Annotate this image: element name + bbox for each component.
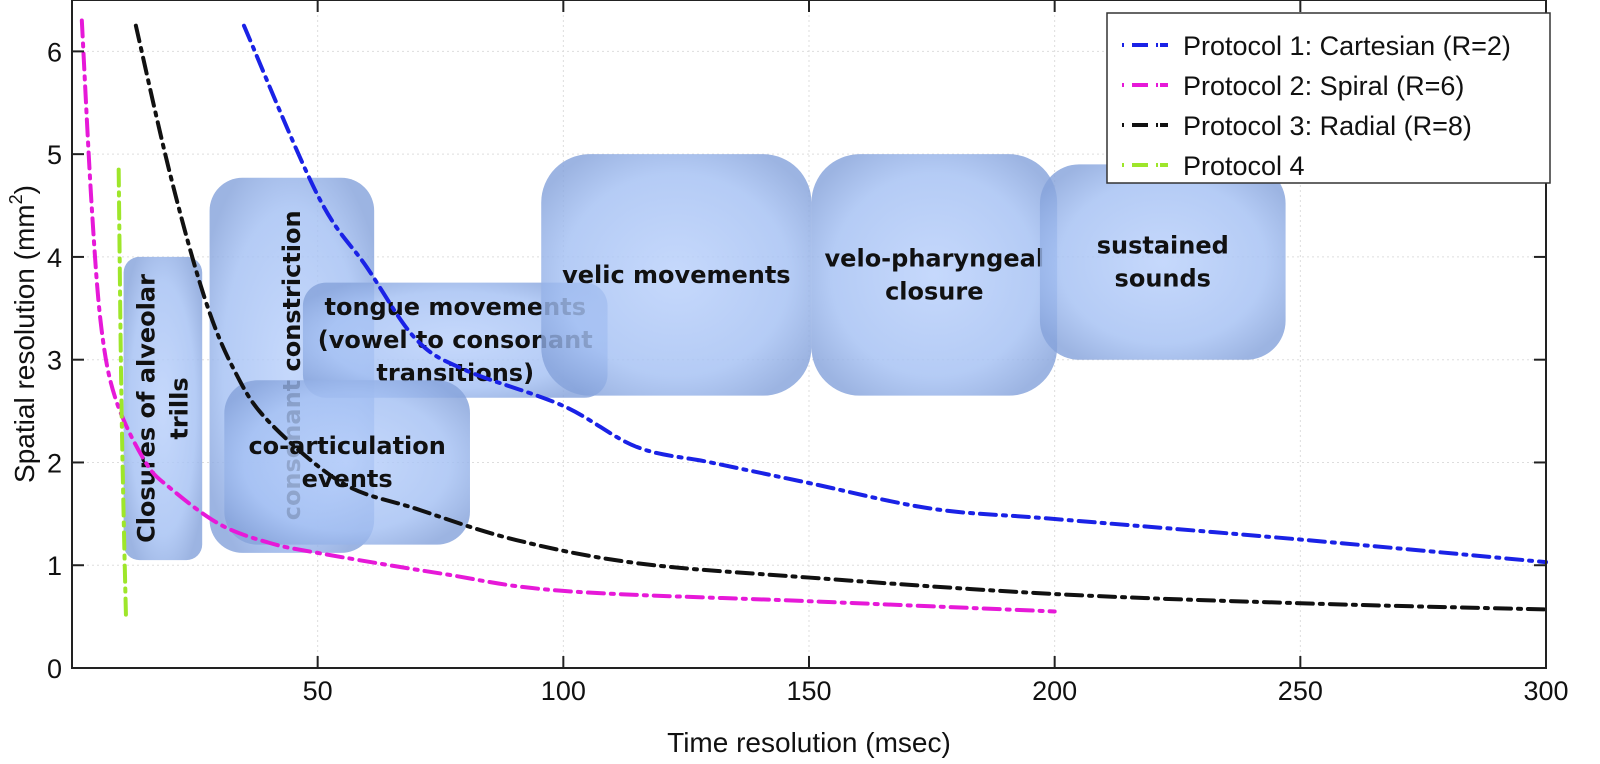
legend-box [1106,12,1551,184]
annotation-rect [1039,164,1286,360]
y-tick-label: 4 [47,243,62,273]
y-tick-label: 3 [47,346,62,376]
annotation-label: velo-pharyngeal closure [825,244,1045,305]
annotation-box: velo-pharyngeal closure [811,154,1058,396]
annotation-rect [302,282,608,398]
annotation-label: co-articulation events [248,432,445,493]
annotation-line: co-articulation [248,432,445,460]
legend-label: Protocol 3: Radial (R=8) [1183,111,1472,141]
legend-label: Protocol 2: Spiral (R=6) [1183,71,1464,101]
x-tick-label: 250 [1278,676,1323,706]
annotation-rect [224,380,470,545]
series-line [116,167,129,622]
annotation-line: sounds [1115,265,1211,293]
y-axis-label-base: Spatial resolution (mm [9,204,40,483]
x-tick-label: 200 [1032,676,1077,706]
annotation-box: Closures of alveolar trills [123,256,203,561]
y-axis-label-close: ) [9,185,40,194]
series-line [133,23,1548,612]
annotation-label: Closures of alveolar trills [132,274,193,543]
annotation-line: sustained [1097,232,1229,260]
x-tick-label: 100 [541,676,586,706]
legend-label: Protocol 1: Cartesian (R=2) [1183,31,1511,61]
y-axis-label-superscript: 2 [6,194,26,204]
annotation-boxes: Closures of alveolar trills consonant cons… [123,154,1286,561]
annotation-rect [811,154,1058,396]
annotation-line: events [302,465,393,493]
ticks: 50 100 150 200 250 300 0 1 2 3 4 5 6 [47,0,1569,706]
y-axis-label: Spatial resolution (mm2) [6,185,40,483]
y-tick-label: 5 [47,140,62,170]
y-tick-label: 2 [47,448,62,478]
annotation-label: velic movements [562,261,791,289]
annotation-line: velo-pharyngeal [825,244,1045,272]
annotation-label: sustained sounds [1097,232,1229,293]
legend-label: Protocol 4 [1183,151,1305,181]
y-tick-label: 0 [47,654,62,684]
annotation-line: trills [165,377,193,439]
y-tick-label: 6 [47,37,62,67]
x-tick-label: 300 [1523,676,1568,706]
x-tick-label: 150 [786,676,831,706]
series-line [241,23,1548,565]
annotation-box: tongue movements (vowel to consonant trans… [302,282,608,398]
legend: Protocol 1: Cartesian (R=2) Protocol 2: S… [1106,12,1551,184]
annotation-box: velic movements [541,154,812,396]
annotation-line: Closures of alveolar [132,274,160,543]
annotation-rect [123,256,203,561]
annotation-rect [541,154,812,396]
series-line [79,18,1057,614]
annotation-line: closure [885,277,983,305]
y-tick-label: 1 [47,551,62,581]
x-axis-label: Time resolution (msec) [667,727,951,758]
annotation-line: velic movements [562,261,791,289]
annotation-box: sustained sounds [1039,164,1286,360]
annotation-box: co-articulation events [224,380,470,545]
series-lines [79,18,1548,622]
x-tick-label: 50 [303,676,333,706]
